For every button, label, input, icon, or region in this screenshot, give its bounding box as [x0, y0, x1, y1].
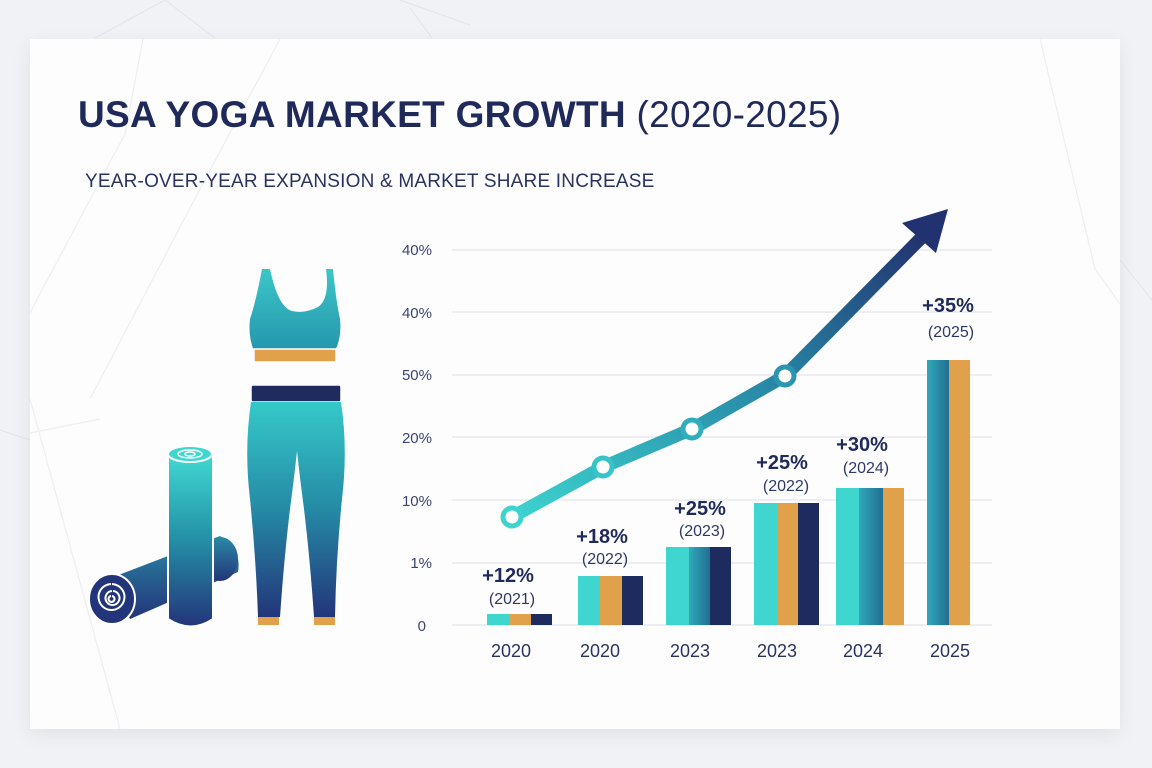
title-main: USA YOGA MARKET GROWTH	[78, 94, 626, 135]
bar-group: +18% (2022) 2020	[576, 526, 643, 661]
y-tick: 40%	[402, 242, 432, 259]
x-tick: 2025	[930, 641, 970, 661]
growth-chart: 40% 40% 50% 20% 10% 1% 0 +12% (2021) 202…	[402, 209, 992, 661]
trend-point	[500, 505, 524, 529]
title-years: (2020-2025)	[636, 94, 842, 135]
bar-annotation-pct: +18%	[576, 526, 628, 548]
trend-point	[773, 364, 797, 388]
card-decor-lines	[30, 39, 1120, 729]
bar-annotation-year: (2025)	[928, 324, 974, 341]
bar-annotation-year: (2022)	[582, 551, 628, 568]
leggings-icon	[247, 384, 345, 625]
bar-annotation-year: (2023)	[679, 523, 725, 540]
x-tick: 2023	[757, 641, 797, 661]
sports-bra-icon	[249, 269, 341, 363]
y-tick: 40%	[402, 305, 432, 322]
bar-group: +12% (2021) 2020	[482, 565, 552, 661]
y-tick: 0	[418, 618, 426, 635]
bar-annotation-pct: +35%	[922, 295, 974, 317]
trend-line-arrow	[500, 209, 948, 529]
page-title: USA YOGA MARKET GROWTH (2020-2025)	[78, 94, 841, 136]
bar-annotation-year: (2021)	[489, 591, 535, 608]
trend-point	[680, 417, 704, 441]
x-tick: 2023	[670, 641, 710, 661]
bar-annotation-year: (2024)	[843, 460, 889, 477]
x-tick: 2020	[491, 641, 531, 661]
page-subtitle: YEAR-OVER-YEAR EXPANSION & MARKET SHARE …	[85, 171, 655, 192]
bar-annotation-year: (2022)	[763, 478, 809, 495]
x-tick: 2024	[843, 641, 883, 661]
y-axis: 40% 40% 50% 20% 10% 1% 0	[402, 242, 432, 635]
infographic-card: USA YOGA MARKET GROWTH (2020-2025) YEAR-…	[30, 39, 1120, 729]
y-tick: 1%	[410, 555, 432, 572]
x-tick: 2020	[580, 641, 620, 661]
bar-group: +30% (2024) 2024	[836, 434, 904, 661]
y-tick: 50%	[402, 367, 432, 384]
trend-point	[591, 455, 615, 479]
bar-annotation-pct: +25%	[756, 452, 808, 474]
y-tick: 20%	[402, 430, 432, 447]
bar-group: +25% (2023) 2023	[666, 498, 731, 661]
yoga-illustration	[88, 269, 345, 628]
bar-group: +25% (2022) 2023	[754, 452, 819, 661]
bar-annotation-pct: +30%	[836, 434, 888, 456]
bar-annotation-pct: +12%	[482, 565, 534, 587]
bar-annotation-pct: +25%	[674, 498, 726, 520]
y-tick: 10%	[402, 493, 432, 510]
rolled-mat-standing-icon	[167, 444, 214, 628]
bar-group: +35% (2025) 2025	[922, 295, 974, 661]
